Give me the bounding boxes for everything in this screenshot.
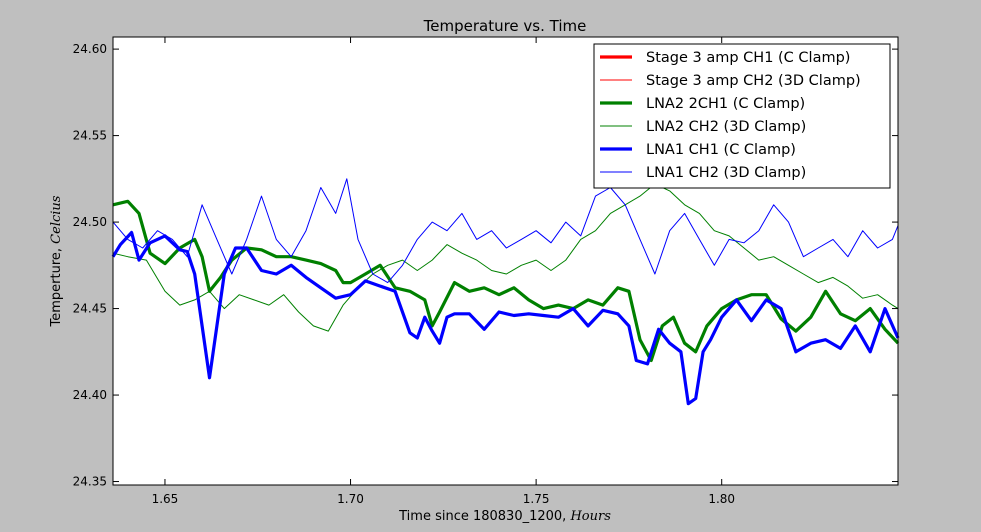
x-tick-label: 1.80 (708, 492, 735, 506)
legend-items: Stage 3 amp CH1 (C Clamp) Stage 3 amp CH2… (600, 50, 861, 181)
series-layer (111, 178, 900, 406)
legend: Stage 3 amp CH1 (C Clamp) Stage 3 amp CH2… (593, 43, 891, 189)
legend-box (593, 43, 891, 189)
y-tick-label: 24.50 (73, 215, 107, 229)
x-axis-label-unit: Hours (569, 509, 611, 524)
y-axis-label-prefix: Temperture, (49, 244, 64, 328)
x-tick-label: 1.65 (152, 492, 179, 506)
legend-item-0: Stage 3 amp CH1 (C Clamp) (600, 50, 850, 66)
legend-label: LNA2 2CH1 (C Clamp) (646, 96, 805, 112)
series-line-5 (112, 178, 899, 284)
x-axis: 1.65 1.70 1.75 1.80 (152, 37, 735, 506)
y-axis-label: Temperture, Celcius (49, 195, 64, 327)
legend-item-1: Stage 3 amp CH2 (3D Clamp) (600, 73, 861, 89)
legend-item-4: LNA1 CH1 (C Clamp) (600, 142, 796, 158)
series-line-3 (112, 183, 899, 332)
x-tick-label: 1.70 (337, 492, 364, 506)
legend-label: Stage 3 amp CH2 (3D Clamp) (646, 73, 861, 89)
legend-label: Stage 3 amp CH1 (C Clamp) (646, 50, 850, 66)
x-axis-label-prefix: Time since 180830_1200, (398, 509, 570, 524)
y-tick-label: 24.35 (73, 475, 107, 489)
y-tick-label: 24.55 (73, 129, 107, 143)
y-axis: 24.35 24.40 24.45 24.50 24.55 24.60 (73, 42, 898, 489)
plot-frame (112, 36, 899, 486)
legend-item-3: LNA2 CH2 (3D Clamp) (600, 119, 806, 135)
chart-title: Temperature vs. Time (423, 17, 587, 35)
series-line-4 (111, 230, 900, 406)
y-axis-label-unit: Celcius (49, 195, 64, 244)
y-tick-label: 24.60 (73, 42, 107, 56)
legend-label: LNA1 CH1 (C Clamp) (646, 142, 796, 158)
legend-item-2: LNA2 2CH1 (C Clamp) (600, 96, 805, 112)
x-axis-label: Time since 180830_1200, Hours (398, 509, 611, 524)
legend-label: LNA1 CH2 (3D Clamp) (646, 165, 806, 181)
legend-label: LNA2 CH2 (3D Clamp) (646, 119, 806, 135)
legend-item-5: LNA1 CH2 (3D Clamp) (600, 165, 806, 181)
y-tick-label: 24.45 (73, 302, 107, 316)
y-tick-label: 24.40 (73, 388, 107, 402)
x-tick-label: 1.75 (523, 492, 550, 506)
